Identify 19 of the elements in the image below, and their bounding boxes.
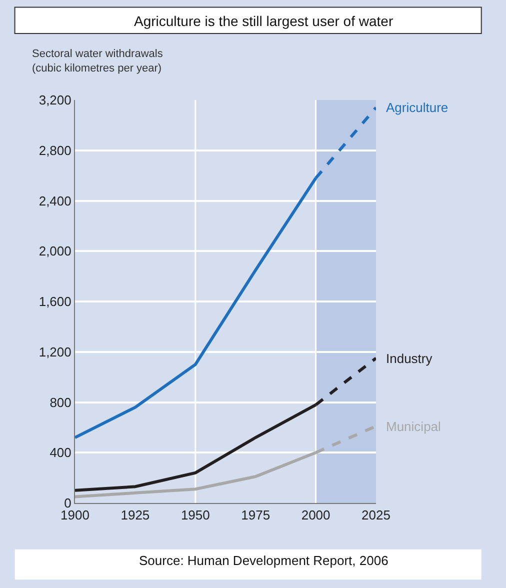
text: Municipal <box>386 419 442 434</box>
y-tick-label: 2,800 <box>38 142 72 158</box>
y-tick-label: 3,200 <box>38 92 72 108</box>
x-tick-label: 1975 <box>241 508 270 523</box>
text: Agriculture <box>386 100 448 115</box>
x-tick-label: 2000 <box>301 508 330 523</box>
text: Industry <box>386 351 433 366</box>
y-tick-label: 2,400 <box>38 193 72 208</box>
y-tick-label: 1,600 <box>38 294 72 310</box>
y-tick-label: 2,000 <box>38 244 72 259</box>
chart-title: Agriculture is the still largest user of water <box>134 13 394 29</box>
y-tick-label: 800 <box>50 394 72 410</box>
y-axis-title: Sectoral water withdrawals (cubic kilometres per year) <box>32 48 164 74</box>
x-tick-label: 1925 <box>120 508 150 523</box>
source-note: Source: Human Development Report, 2006 <box>139 553 388 568</box>
y-tick-label: 1,200 <box>38 344 72 360</box>
x-tick-label: 2025 <box>362 508 390 523</box>
y-tick-label: 400 <box>50 445 72 460</box>
x-tick-label: 1950 <box>180 508 210 523</box>
